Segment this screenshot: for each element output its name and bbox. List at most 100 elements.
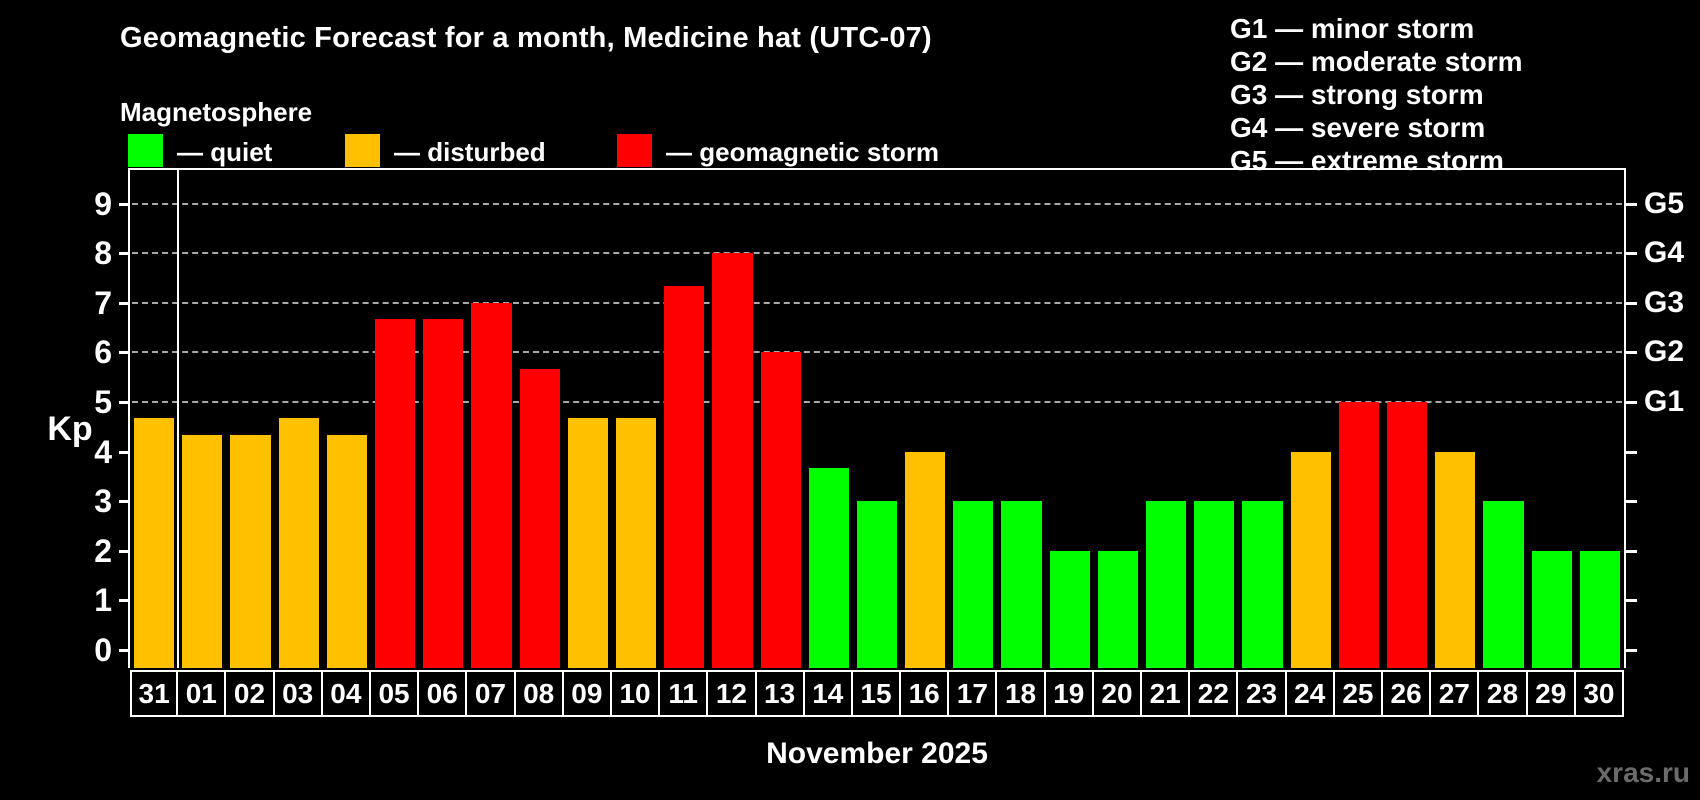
bar-day-02	[230, 435, 271, 668]
y-tick-label-6: 6	[94, 334, 112, 371]
bar-day-11	[664, 286, 705, 668]
day-label-21: 21	[1140, 670, 1191, 717]
y-tick-9	[119, 202, 130, 206]
gridline-kp9	[132, 202, 1622, 205]
day-label-07: 07	[465, 670, 516, 717]
day-label-20: 20	[1091, 670, 1143, 717]
right-axis-label-g1: G1	[1644, 385, 1685, 418]
day-label-15: 15	[850, 670, 902, 717]
bar-day-30	[1579, 550, 1620, 668]
g-scale-legend: G1 — minor storm G2 — moderate storm G3 …	[1230, 12, 1523, 177]
bar-day-10	[615, 418, 657, 668]
right-tick-9	[1626, 202, 1637, 206]
bar-day-23	[1242, 501, 1283, 668]
bar-day-12	[712, 253, 753, 668]
y-tick-label-5: 5	[94, 384, 112, 420]
day-label-05: 05	[368, 670, 420, 717]
bar-day-05	[374, 319, 416, 668]
day-label-11: 11	[658, 670, 709, 717]
y-tick-2	[119, 549, 130, 553]
y-tick-4	[119, 450, 130, 454]
gridline-kp8	[132, 252, 1622, 255]
right-axis-label-g4: G4	[1644, 236, 1685, 270]
right-axis-label-g3: G3	[1644, 285, 1685, 319]
g4-legend-line: G4 — severe storm	[1230, 112, 1486, 143]
day-label-28: 28	[1477, 670, 1528, 717]
bar-day-27	[1435, 451, 1476, 668]
y-tick-3	[119, 500, 130, 504]
bar-day-06	[423, 319, 464, 668]
y-tick-8	[119, 252, 130, 256]
day-label-09: 09	[561, 670, 612, 717]
day-label-02: 02	[224, 670, 275, 717]
day-label-10: 10	[609, 670, 661, 717]
gridline-kp6	[132, 351, 1622, 354]
y-tick-label-8: 8	[94, 235, 112, 272]
page-title: Geomagnetic Forecast for a month, Medici…	[120, 22, 932, 54]
day-label-04: 04	[320, 670, 371, 717]
day-label-03: 03	[272, 670, 323, 717]
y-tick-label-3: 3	[94, 483, 112, 520]
day-label-19: 19	[1043, 670, 1094, 717]
right-axis-label-g5: G5	[1644, 186, 1685, 220]
bar-day-14	[808, 467, 849, 668]
disturbed-legend-label: — disturbed	[394, 137, 546, 167]
right-tick-3	[1626, 500, 1637, 504]
right-axis-line	[1624, 168, 1626, 668]
y-axis-line	[128, 168, 130, 668]
right-tick-0	[1626, 649, 1637, 652]
y-tick-0	[119, 649, 130, 652]
day-label-12: 12	[706, 670, 757, 717]
right-tick-1	[1626, 599, 1637, 603]
storm-legend-label: — geomagnetic storm	[666, 137, 940, 167]
y-tick-5	[119, 401, 130, 404]
day-label-30: 30	[1573, 670, 1624, 717]
bar-day-01	[182, 435, 223, 668]
month-separator-line	[177, 170, 180, 668]
x-axis-title: November 2025	[766, 737, 988, 770]
y-tick-label-2: 2	[94, 532, 112, 569]
bar-day-07	[471, 302, 512, 668]
day-label-06: 06	[417, 670, 468, 717]
bar-day-08	[519, 368, 560, 668]
day-label-14: 14	[802, 670, 853, 717]
day-label-08: 08	[513, 670, 564, 717]
day-label-29: 29	[1525, 670, 1576, 717]
quiet-legend-label: — quiet	[177, 137, 273, 167]
day-label-26: 26	[1381, 670, 1432, 717]
g3-legend-line: G3 — strong storm	[1230, 79, 1484, 110]
bar-day-17	[953, 501, 994, 668]
g1-legend-line: G1 — minor storm	[1230, 13, 1475, 44]
day-label-18: 18	[995, 670, 1046, 717]
storm-swatch	[617, 134, 652, 167]
day-label-27: 27	[1429, 670, 1480, 717]
y-tick-label-4: 4	[94, 433, 112, 470]
day-label-22: 22	[1188, 670, 1239, 717]
right-axis-label-g2: G2	[1644, 335, 1685, 369]
bar-day-31	[134, 418, 175, 668]
bar-day-21	[1146, 501, 1187, 668]
right-tick-7	[1626, 301, 1637, 305]
day-label-31: 31	[130, 670, 179, 717]
watermark: xras.ru	[1596, 757, 1690, 788]
bar-day-13	[760, 352, 801, 668]
day-label-17: 17	[947, 670, 998, 717]
bar-day-04	[326, 435, 367, 668]
day-label-25: 25	[1332, 670, 1384, 717]
y-tick-1	[119, 599, 130, 603]
y-tick-label-0: 0	[94, 632, 112, 668]
plot-top-border	[128, 168, 1626, 170]
gridline-kp7	[132, 301, 1622, 304]
bar-day-20	[1097, 550, 1139, 668]
y-tick-6	[119, 351, 130, 355]
g5-legend-line: G5 — extreme storm	[1230, 145, 1504, 176]
day-label-23: 23	[1236, 670, 1287, 717]
bar-day-19	[1049, 550, 1090, 668]
bar-day-28	[1483, 501, 1524, 668]
y-tick-7	[119, 301, 130, 305]
day-label-01: 01	[176, 670, 227, 717]
right-tick-8	[1626, 252, 1637, 256]
y-tick-label-7: 7	[94, 284, 112, 321]
bar-day-16	[905, 451, 946, 668]
